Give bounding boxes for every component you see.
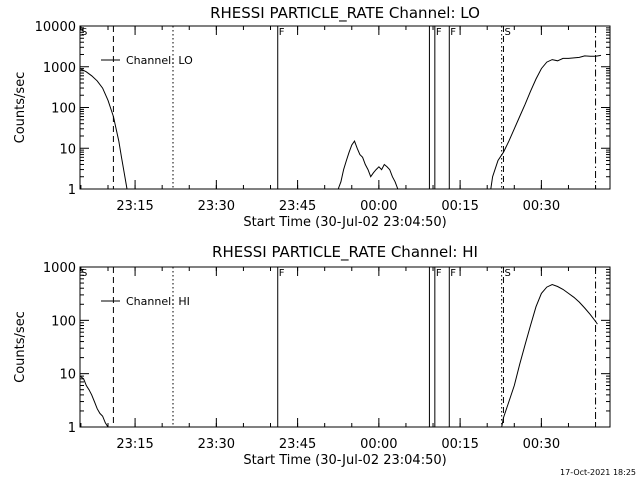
panel1-x-tick-label: 00:30 [523, 199, 560, 214]
panel2-x-tick-label: 23:15 [116, 437, 153, 452]
panel1-rate-curve [490, 54, 602, 190]
panel2-y-tick-label: 10 [59, 368, 76, 383]
panel2-x-tick-label: 00:00 [360, 437, 397, 452]
panel1-rate-curve [79, 68, 128, 190]
panel1-x-tick-label: 00:15 [441, 199, 478, 214]
panel1-title: RHESSI PARTICLE_RATE Channel: LO [210, 4, 480, 23]
panel1-event-marker-label: F [436, 27, 442, 38]
panel2-x-axis-label: Start Time (30-Jul-02 23:04:50) [243, 453, 446, 468]
panel1-y-tick-label: 100 [51, 102, 76, 117]
panel2-y-tick-label: 100 [51, 314, 76, 329]
footer-timestamp: 17-Oct-2021 18:25 [560, 468, 636, 477]
panel2-event-marker-label: F [279, 268, 285, 279]
panel1-event-marker-label: F [450, 27, 456, 38]
panel1-event-marker-label: S [504, 27, 510, 38]
panel2-x-tick-label: 00:30 [523, 437, 560, 452]
panel1-x-tick-label: 23:30 [198, 199, 235, 214]
panel1-x-tick-label: 23:15 [116, 199, 153, 214]
panel1-x-axis-label: Start Time (30-Jul-02 23:04:50) [243, 215, 446, 230]
panel2-event-marker-label: F [436, 268, 442, 279]
panel1-event-marker-label: F [279, 27, 285, 38]
panel2-y-axis-label: Counts/sec [13, 311, 28, 383]
panel1-y-tick-label: 10 [59, 142, 76, 157]
panel1-legend-label: Channel: LO [126, 54, 193, 67]
panel1-x-tick-label: 23:45 [279, 199, 316, 214]
panel2-x-tick-label: 23:45 [279, 437, 316, 452]
panel2-rate-curve [501, 283, 598, 428]
panel1-y-axis-label: Counts/sec [13, 72, 28, 144]
panel2-legend-label: Channel: HI [126, 295, 190, 308]
panel1-y-tick-label: 1 [68, 183, 76, 198]
panel1-event-marker-label: S [81, 27, 87, 38]
panel2-x-tick-label: 23:30 [198, 437, 235, 452]
panel2-event-marker-label: F [450, 268, 456, 279]
panel2-plot-frame [79, 266, 611, 428]
panel1-y-tick-label: 1000 [43, 61, 76, 76]
panel1-x-tick-label: 00:00 [360, 199, 397, 214]
panel2-title: RHESSI PARTICLE_RATE Channel: HI [212, 243, 478, 262]
panel2-rate-curve [79, 375, 109, 428]
panel2-y-tick-label: 1000 [43, 261, 76, 276]
panel2-x-tick-label: 00:15 [441, 437, 478, 452]
panel2-event-marker-label: S [81, 268, 87, 279]
panel2-y-tick-label: 1 [68, 421, 76, 436]
panel1-y-tick-label: 10000 [35, 20, 76, 35]
panel1-rate-curve [337, 140, 399, 190]
panel2-event-marker-label: S [504, 268, 510, 279]
